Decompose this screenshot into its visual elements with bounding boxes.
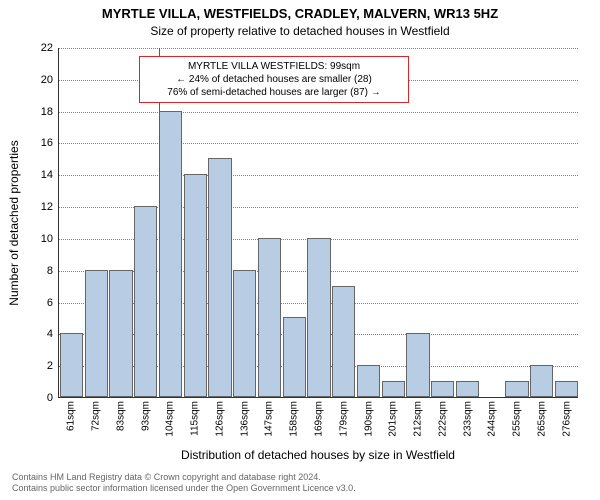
- x-tick-label: 255sqm: [512, 401, 523, 437]
- x-tick-label: 115sqm: [190, 401, 201, 436]
- x-tick-label: 93sqm: [140, 401, 151, 431]
- chart-container: MYRTLE VILLA, WESTFIELDS, CRADLEY, MALVE…: [0, 0, 600, 500]
- x-tick-label: 169sqm: [314, 401, 325, 437]
- y-tick-label: 20: [41, 74, 53, 86]
- license-line-2: Contains public sector information licen…: [12, 483, 356, 494]
- bar: [456, 381, 479, 397]
- y-tick-label: 6: [47, 297, 53, 309]
- y-tick-label: 14: [41, 169, 53, 181]
- bar: [109, 270, 132, 397]
- bar: [159, 111, 182, 397]
- y-tick-label: 2: [47, 360, 53, 372]
- y-tick-label: 4: [47, 328, 53, 340]
- chart-title-sub: Size of property relative to detached ho…: [0, 24, 600, 38]
- y-tick-label: 10: [41, 233, 53, 245]
- annotation-box: MYRTLE VILLA WESTFIELDS: 99sqm← 24% of d…: [139, 56, 409, 103]
- bar: [555, 381, 578, 397]
- x-tick-label: 190sqm: [363, 401, 374, 437]
- bar: [85, 270, 108, 397]
- bar: [307, 238, 330, 397]
- x-tick-label: 136sqm: [239, 401, 250, 437]
- x-tick-label: 265sqm: [536, 401, 547, 437]
- license-text: Contains HM Land Registry data © Crown c…: [12, 472, 356, 494]
- x-axis-label: Distribution of detached houses by size …: [58, 448, 578, 462]
- bar: [530, 365, 553, 397]
- x-tick-label: 276sqm: [561, 401, 572, 437]
- license-line-1: Contains HM Land Registry data © Crown c…: [12, 472, 356, 483]
- y-tick-label: 0: [47, 392, 53, 404]
- x-tick-label: 179sqm: [338, 401, 349, 437]
- x-tick-label: 201sqm: [388, 401, 399, 437]
- y-tick-label: 22: [41, 42, 53, 54]
- bar: [60, 333, 83, 397]
- bar: [258, 238, 281, 397]
- x-tick-label: 61sqm: [66, 401, 77, 431]
- bar: [233, 270, 256, 397]
- y-tick-label: 8: [47, 265, 53, 277]
- y-axis-label: Number of detached properties: [7, 140, 21, 305]
- gridline: [59, 175, 578, 176]
- x-tick-label: 222sqm: [437, 401, 448, 437]
- y-tick-label: 18: [41, 106, 53, 118]
- bar: [357, 365, 380, 397]
- y-tick-label: 12: [41, 201, 53, 213]
- gridline: [59, 48, 578, 49]
- bar: [332, 286, 355, 397]
- plot-area: 024681012141618202261sqm72sqm83sqm93sqm1…: [58, 48, 578, 398]
- x-tick-label: 233sqm: [462, 401, 473, 437]
- bar: [431, 381, 454, 397]
- y-tick-label: 16: [41, 137, 53, 149]
- bar: [208, 158, 231, 397]
- x-tick-label: 158sqm: [289, 401, 300, 437]
- annotation-line: MYRTLE VILLA WESTFIELDS: 99sqm: [146, 60, 402, 73]
- annotation-line: ← 24% of detached houses are smaller (28…: [146, 73, 402, 86]
- x-tick-label: 212sqm: [413, 401, 424, 437]
- x-tick-label: 104sqm: [165, 401, 176, 437]
- x-tick-label: 126sqm: [214, 401, 225, 437]
- x-tick-label: 147sqm: [264, 401, 275, 437]
- bar: [406, 333, 429, 397]
- bar: [134, 206, 157, 397]
- bar: [505, 381, 528, 397]
- annotation-line: 76% of semi-detached houses are larger (…: [146, 86, 402, 99]
- bar: [382, 381, 405, 397]
- x-tick-label: 83sqm: [115, 401, 126, 431]
- bar: [283, 317, 306, 397]
- chart-title-main: MYRTLE VILLA, WESTFIELDS, CRADLEY, MALVE…: [0, 6, 600, 21]
- x-tick-label: 72sqm: [91, 401, 102, 431]
- gridline: [59, 112, 578, 113]
- gridline: [59, 143, 578, 144]
- x-tick-label: 244sqm: [487, 401, 498, 437]
- bar: [184, 174, 207, 397]
